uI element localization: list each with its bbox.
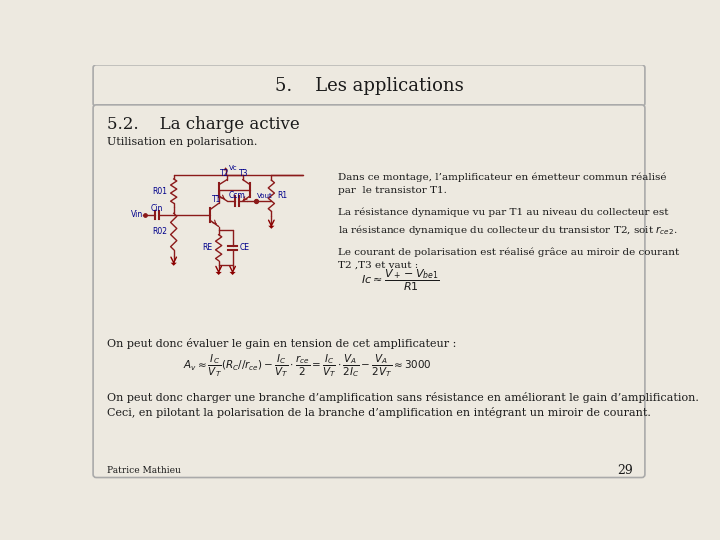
Text: $Ic \approx \dfrac{V_+ - V_{be1}}{R1}$: $Ic \approx \dfrac{V_+ - V_{be1}}{R1}$ (361, 267, 440, 293)
Text: Vc: Vc (229, 165, 238, 171)
Text: Patrice Mathieu: Patrice Mathieu (107, 466, 181, 475)
Text: T1: T1 (212, 195, 221, 204)
Text: T2: T2 (220, 169, 230, 178)
Text: Vout: Vout (256, 193, 272, 199)
Text: RE: RE (202, 243, 212, 252)
Text: Utilisation en polarisation.: Utilisation en polarisation. (107, 137, 258, 147)
Polygon shape (215, 272, 222, 275)
Text: R01: R01 (153, 187, 168, 195)
Text: T3: T3 (239, 169, 249, 178)
Text: 29: 29 (617, 464, 632, 477)
Text: R1: R1 (277, 191, 288, 200)
Text: CE: CE (240, 243, 250, 252)
Text: $A_v \approx \dfrac{I_C}{V_T}\left(R_C // r_{ce}\right) - \dfrac{I_C}{V_T}\cdot\: $A_v \approx \dfrac{I_C}{V_T}\left(R_C /… (183, 352, 432, 379)
Point (139, 211, 150, 219)
Text: Le courant de polarisation est réalisé grâce au miroir de courant
T2 ,T3 et vaut: Le courant de polarisation est réalisé g… (338, 247, 679, 270)
Text: On peut donc charger une branche d’amplification sans résistance en améliorant l: On peut donc charger une branche d’ampli… (107, 392, 699, 403)
Point (250, 197, 261, 205)
Text: Ceci, en pilotant la polarisation de la branche d’amplification en intégrant un : Ceci, en pilotant la polarisation de la … (107, 407, 651, 417)
Polygon shape (269, 226, 274, 229)
Text: R02: R02 (153, 227, 168, 236)
FancyBboxPatch shape (93, 65, 645, 106)
Text: Ccm: Ccm (228, 191, 246, 200)
Text: Cin: Cin (151, 204, 163, 213)
Text: On peut donc évaluer le gain en tension de cet amplificateur :: On peut donc évaluer le gain en tension … (107, 338, 456, 349)
Polygon shape (171, 262, 177, 266)
Text: 5.2.    La charge active: 5.2. La charge active (107, 116, 300, 133)
Text: La résistance dynamique vu par T1 au niveau du collecteur est
la résistance dyna: La résistance dynamique vu par T1 au niv… (338, 207, 678, 237)
Polygon shape (223, 167, 228, 170)
Text: Vin: Vin (130, 211, 143, 219)
Text: 5.    Les applications: 5. Les applications (274, 77, 464, 94)
FancyBboxPatch shape (93, 105, 645, 477)
Polygon shape (230, 272, 235, 275)
Text: Dans ce montage, l’amplificateur en émetteur commun réalisé
par  le transistor T: Dans ce montage, l’amplificateur en émet… (338, 173, 667, 195)
